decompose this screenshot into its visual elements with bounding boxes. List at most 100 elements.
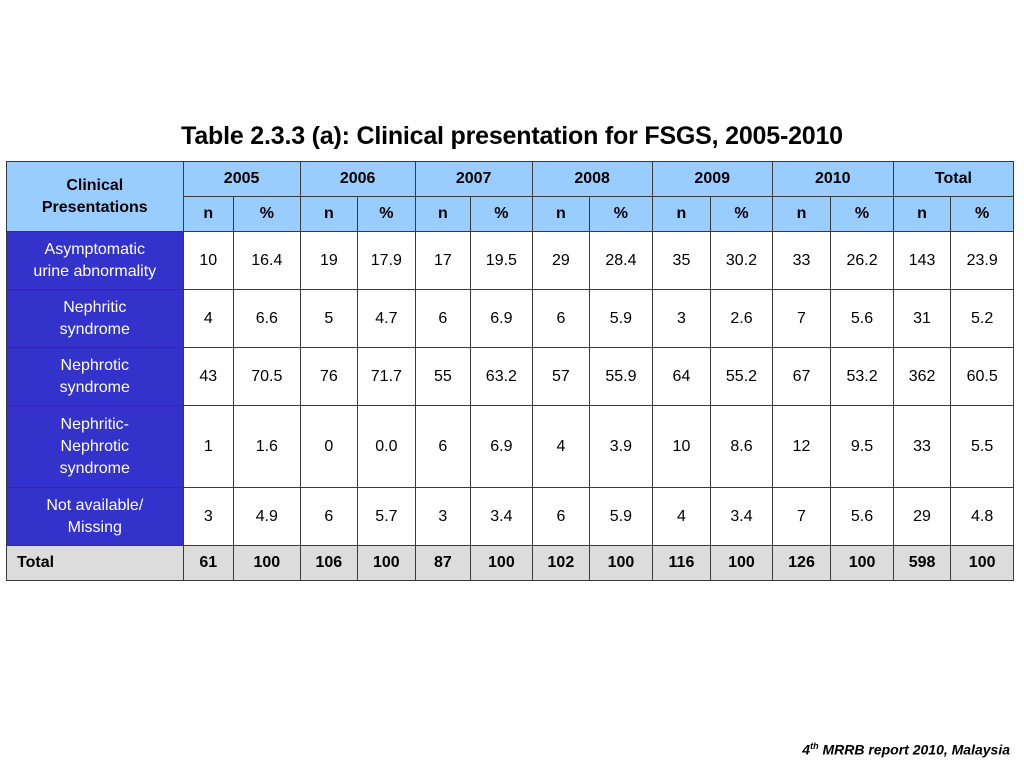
table-cell: 3 xyxy=(651,289,712,348)
total-cell: 126 xyxy=(771,545,832,581)
table-cell: 1.6 xyxy=(233,405,301,488)
table-cell: 3.4 xyxy=(710,487,773,546)
sub-header: % xyxy=(710,196,773,232)
table-cell: 5.9 xyxy=(589,487,653,546)
table-cell: 3 xyxy=(182,487,235,546)
row-label-line: Not available/ xyxy=(46,496,144,514)
table-cell: 6 xyxy=(531,487,591,546)
table-cell: 43 xyxy=(182,347,235,406)
table-cell: 76 xyxy=(299,347,359,406)
table-cell: 2.6 xyxy=(710,289,773,348)
table-cell: 6.6 xyxy=(233,289,301,348)
table-cell: 0 xyxy=(299,405,359,488)
table-cell: 6 xyxy=(299,487,359,546)
row-label: Nephritic syndrome xyxy=(6,289,184,348)
total-label: Total xyxy=(6,545,184,581)
table-cell: 29 xyxy=(892,487,952,546)
sub-header: % xyxy=(830,196,894,232)
year-header: 2007 xyxy=(414,161,533,197)
row-label-line: Nephrotic xyxy=(60,356,130,374)
row-label-line: Missing xyxy=(67,518,122,536)
table-cell: 10 xyxy=(182,231,235,290)
table-row: Nephrotic syndrome 43 70.5 76 71.7 55 63.2 57 55.… xyxy=(6,347,1014,406)
year-header-row: Clinical Presentations 2005 2006 2007 20… xyxy=(6,161,1015,232)
sub-header: % xyxy=(233,196,301,232)
sub-header: n xyxy=(182,196,235,232)
table-cell: 17.9 xyxy=(357,231,416,290)
table-cell: 53.2 xyxy=(830,347,894,406)
table-cell: 33 xyxy=(892,405,952,488)
total-cell: 598 xyxy=(892,545,952,581)
year-header: 2008 xyxy=(531,161,653,197)
table-cell: 5.6 xyxy=(830,487,894,546)
table-cell: 70.5 xyxy=(233,347,301,406)
table-cell: 60.5 xyxy=(950,347,1014,406)
sub-header-row: n% n% n% n% n% n% n% xyxy=(7,196,1014,232)
table-cell: 4 xyxy=(531,405,591,488)
table-cell: 1 xyxy=(182,405,235,488)
table-cell: 71.7 xyxy=(357,347,416,406)
table-cell: 5.9 xyxy=(589,289,653,348)
table-cell: 57 xyxy=(531,347,591,406)
table-cell: 17 xyxy=(414,231,472,290)
footer-prefix: 4 xyxy=(802,741,811,758)
table-cell: 19.5 xyxy=(470,231,533,290)
table-cell: 5.5 xyxy=(950,405,1014,488)
total-cell: 61 xyxy=(182,545,235,581)
table-cell: 30.2 xyxy=(710,231,773,290)
table-row: Nephritic syndrome 4 6.6 5 4.7 6 6.9 6 5.9 3 2.6 7 5.… xyxy=(6,289,1014,348)
year-header: 2006 xyxy=(299,161,416,197)
table-cell: 7 xyxy=(771,289,832,348)
table-cell: 4.7 xyxy=(357,289,416,348)
total-cell: 100 xyxy=(233,545,301,581)
table-cell: 23.9 xyxy=(950,231,1014,290)
row-label-line: syndrome xyxy=(59,320,130,338)
table-cell: 3.4 xyxy=(470,487,533,546)
total-cell: 100 xyxy=(950,545,1014,581)
row-label: Nephrotic syndrome xyxy=(6,347,184,406)
row-label: Not available/Missing xyxy=(6,487,184,546)
row-label-line: Nephritic xyxy=(63,298,127,316)
table-cell: 362 xyxy=(892,347,952,406)
table-cell: 55 xyxy=(414,347,472,406)
sub-header: % xyxy=(589,196,653,232)
table-cell: 16.4 xyxy=(233,231,301,290)
table-cell: 29 xyxy=(531,231,591,290)
table-cell: 55.9 xyxy=(589,347,653,406)
footer-superscript: th xyxy=(810,741,819,751)
table-cell: 6.9 xyxy=(470,289,533,348)
table-cell: 4.8 xyxy=(950,487,1014,546)
row-label-line: Asymptomatic xyxy=(44,240,146,258)
corner-header: Clinical Presentations xyxy=(6,161,184,232)
table-cell: 55.2 xyxy=(710,347,773,406)
table-cell: 63.2 xyxy=(470,347,533,406)
corner-label-line: Clinical xyxy=(66,176,124,194)
table-cell: 5 xyxy=(299,289,359,348)
table-cell: 3.9 xyxy=(589,405,653,488)
table-cell: 4.9 xyxy=(233,487,301,546)
table-cell: 12 xyxy=(771,405,832,488)
table-body: Asymptomatic urine abnormality 10 16.4 19 17.… xyxy=(6,231,1014,581)
table-cell: 5.7 xyxy=(357,487,416,546)
table-cell: 19 xyxy=(299,231,359,290)
table-cell: 143 xyxy=(892,231,952,290)
table-cell: 0.0 xyxy=(357,405,416,488)
table-cell: 35 xyxy=(651,231,712,290)
total-row: Total 61 100 106 100 87 100 102 100 116 100 126 100 5… xyxy=(6,545,1014,581)
table-cell: 64 xyxy=(651,347,712,406)
total-cell: 100 xyxy=(830,545,894,581)
table-cell: 31 xyxy=(892,289,952,348)
total-cell: 100 xyxy=(470,545,533,581)
sub-header: % xyxy=(950,196,1014,232)
table-cell: 6.9 xyxy=(470,405,533,488)
total-cell: 87 xyxy=(414,545,472,581)
table-cell: 67 xyxy=(771,347,832,406)
footer-text: MRRB report 2010, Malaysia xyxy=(818,741,1010,758)
table-row: Asymptomatic urine abnormality 10 16.4 19 17.… xyxy=(6,231,1014,290)
year-header: 2009 xyxy=(651,161,773,197)
sub-header: n xyxy=(892,196,952,232)
row-label-line: Nephritic- xyxy=(60,415,130,433)
total-cell: 100 xyxy=(710,545,773,581)
table-row: Nephritic- Nephrotic syndrome 1 1.6 0 0.0 6 6.9 4… xyxy=(6,405,1014,488)
